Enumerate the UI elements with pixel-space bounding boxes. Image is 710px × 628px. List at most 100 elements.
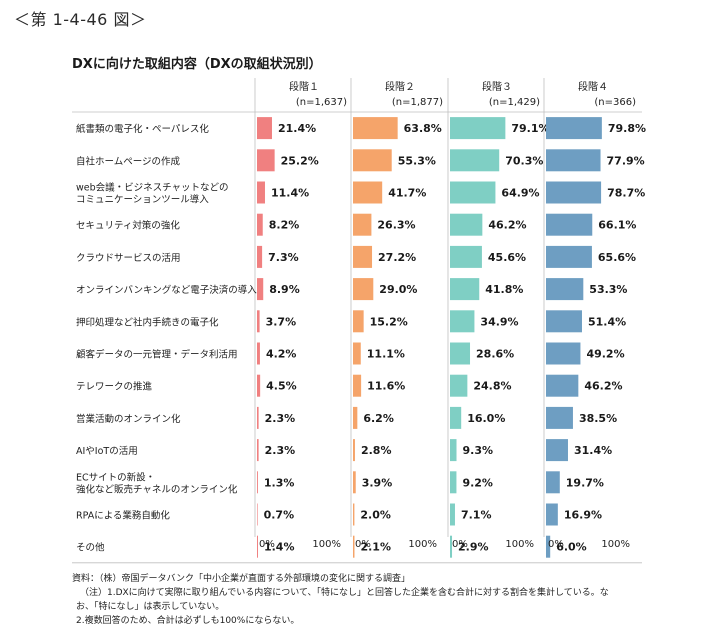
data-label: 2.3% xyxy=(265,412,296,425)
category-label: オンラインバンキングなど電子決済の導入 xyxy=(76,284,257,296)
bar xyxy=(546,310,582,333)
bar xyxy=(257,310,260,333)
data-label: 65.6% xyxy=(598,251,636,264)
data-label: 21.4% xyxy=(278,122,316,135)
bar xyxy=(257,245,263,268)
data-label: 7.3% xyxy=(268,251,299,264)
x-tick-label: 0% xyxy=(355,539,371,550)
data-label: 46.2% xyxy=(488,219,526,232)
note-1: （注）1.DXに向けて実際に取り組んでいる内容について、「特になし」と回答した企… xyxy=(80,588,609,598)
category-label: コミュニケーションツール導入 xyxy=(76,194,209,206)
bar-chart: 段階１ (n=1,637) 段階２ (n=1,877) 段階３ (n=1,429) 段階４ (… xyxy=(72,78,646,564)
category-label: 営業活動のオンライン化 xyxy=(76,413,181,425)
bar xyxy=(353,374,362,397)
data-label: 77.9% xyxy=(607,154,645,167)
data-label: 2.0% xyxy=(360,509,391,522)
data-label: 55.3% xyxy=(398,154,436,167)
bar xyxy=(257,406,259,429)
data-label: 3.7% xyxy=(266,315,297,328)
category-label: 自社ホームページの作成 xyxy=(76,155,181,167)
data-label: 27.2% xyxy=(378,251,416,264)
series-n: (n=366) xyxy=(594,97,636,108)
data-label: 8.9% xyxy=(269,283,300,296)
series-n: (n=1,637) xyxy=(296,97,347,108)
data-label: 15.2% xyxy=(370,315,408,328)
bar xyxy=(257,342,260,365)
bar xyxy=(546,342,581,365)
data-label: 2.1% xyxy=(360,541,391,554)
category-label: 押印処理など社内手続きの電子化 xyxy=(76,316,219,328)
bar xyxy=(450,471,457,494)
bar xyxy=(353,503,355,526)
bar xyxy=(546,149,601,172)
x-tick-label: 100% xyxy=(505,539,534,550)
bar xyxy=(450,245,482,268)
data-label: 4.2% xyxy=(266,348,297,361)
data-label: 2.8% xyxy=(361,444,392,457)
data-label: 3.9% xyxy=(362,476,393,489)
data-label: 1.4% xyxy=(264,541,295,554)
bar xyxy=(353,278,374,301)
bar xyxy=(353,310,364,333)
bar xyxy=(450,535,453,558)
bar xyxy=(257,503,258,526)
data-label: 8.2% xyxy=(269,219,300,232)
data-label: 2.3% xyxy=(265,444,296,457)
data-label: 46.2% xyxy=(584,380,622,393)
x-tick-label: 0% xyxy=(548,539,564,550)
bar xyxy=(450,310,475,333)
data-label: 2.9% xyxy=(458,541,489,554)
data-label: 45.6% xyxy=(488,251,526,264)
bar xyxy=(546,245,592,268)
bar xyxy=(257,374,261,397)
data-label: 79.1% xyxy=(511,122,549,135)
bar xyxy=(546,213,593,236)
data-label: 4.5% xyxy=(266,380,297,393)
category-label: セキュリティ対策の強化 xyxy=(76,220,180,232)
data-label: 7.1% xyxy=(461,509,492,522)
category-label: テレワークの推進 xyxy=(76,381,153,393)
bar xyxy=(450,374,468,397)
data-label: 25.2% xyxy=(281,154,319,167)
bar xyxy=(546,278,584,301)
data-label: 41.8% xyxy=(485,283,523,296)
data-label: 64.9% xyxy=(501,187,539,200)
data-label: 16.9% xyxy=(564,509,602,522)
bar xyxy=(257,278,264,301)
category-label: ECサイトの新設・ xyxy=(76,471,155,483)
data-label: 11.6% xyxy=(367,380,405,393)
bar xyxy=(257,213,263,236)
category-label: 強化など販売チャネルのオンライン化 xyxy=(76,483,238,495)
data-label: 31.4% xyxy=(574,444,612,457)
data-label: 0.7% xyxy=(264,509,295,522)
category-label: RPAによる業務自動化 xyxy=(76,510,170,522)
bar xyxy=(353,245,373,268)
x-tick-label: 100% xyxy=(601,539,630,550)
series-n: (n=1,429) xyxy=(489,97,540,108)
source-note: 資料：（株）帝国データバンク「中小企業が直面する外部環境の変化に関する調査」 xyxy=(72,574,410,584)
bar xyxy=(353,181,383,204)
bar xyxy=(546,374,579,397)
category-label: web会議・ビジネスチャットなどの xyxy=(76,182,229,194)
data-label: 6.2% xyxy=(363,412,394,425)
bar xyxy=(257,439,259,462)
series-n: (n=1,877) xyxy=(392,97,443,108)
data-label: 1.3% xyxy=(264,476,295,489)
bar xyxy=(546,471,560,494)
data-label: 26.3% xyxy=(377,219,415,232)
bar xyxy=(450,117,506,140)
x-tick-label: 0% xyxy=(452,539,468,550)
bar xyxy=(546,117,602,140)
bar xyxy=(546,535,551,558)
bar xyxy=(353,342,361,365)
bar xyxy=(546,503,558,526)
data-label: 11.1% xyxy=(367,348,405,361)
data-label: 19.7% xyxy=(566,476,604,489)
bar xyxy=(450,213,483,236)
bar xyxy=(450,149,500,172)
bar xyxy=(450,181,496,204)
data-label: 29.0% xyxy=(379,283,417,296)
series-name: 段階３ xyxy=(482,80,512,93)
category-label: AIやIoTの活用 xyxy=(76,445,138,457)
data-label: 66.1% xyxy=(598,219,636,232)
